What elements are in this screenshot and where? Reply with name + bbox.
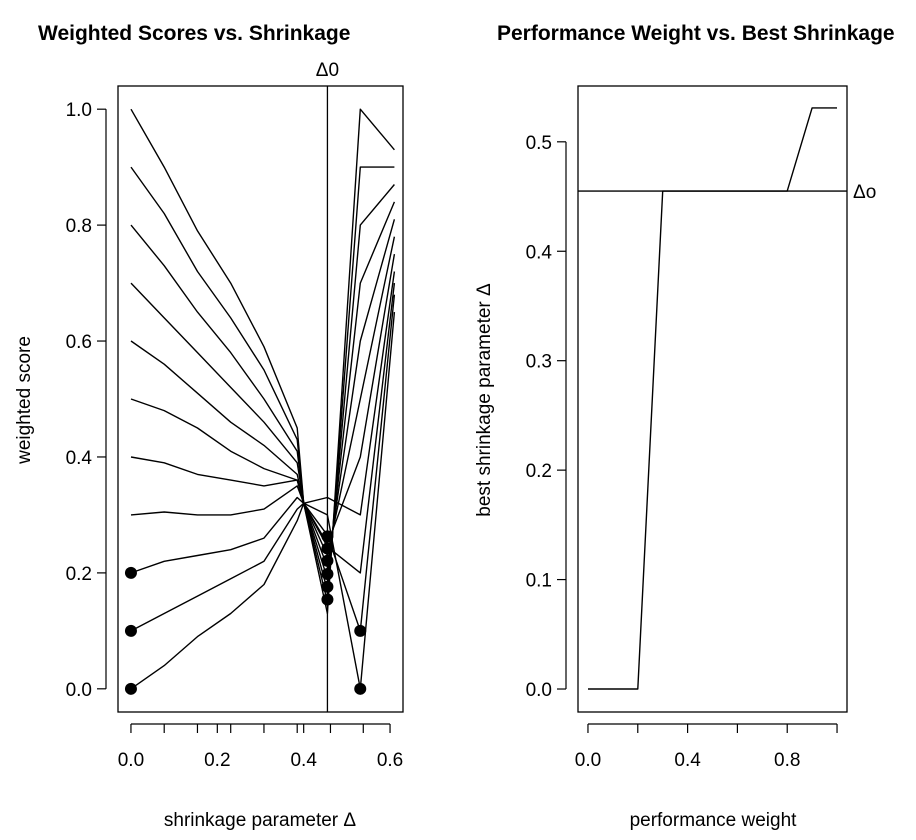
left-series-line — [130, 312, 396, 690]
left-chart-title: Weighted Scores vs. Shrinkage — [38, 22, 350, 45]
left-data-point — [321, 542, 334, 555]
left-y-tick-label: 1.0 — [66, 100, 92, 121]
right-y-tick-label: 0.3 — [526, 352, 552, 373]
left-x-tick-label: 0.4 — [290, 750, 317, 771]
right-hline-label: Δo — [853, 182, 876, 203]
left-panel: 0.0 0.2 0.4 0.6 0.0 0.2 0.4 0.6 0.8 1.0 shrinkag… — [14, 60, 404, 831]
left-data-point — [124, 566, 137, 579]
left-y-tick-label: 0.8 — [66, 216, 92, 237]
left-series-line — [130, 219, 396, 568]
right-y-axis: 0.0 0.1 0.2 0.3 0.4 0.5 — [526, 133, 567, 701]
left-y-tick-label: 0.4 — [66, 448, 93, 469]
left-data-point — [321, 580, 334, 593]
left-series-line — [130, 253, 396, 545]
right-x-axis-label: performance weight — [630, 810, 798, 831]
left-series-line — [130, 201, 396, 580]
right-panel: 0.0 0.4 0.8 0.0 0.1 0.2 0.3 0.4 0.5 performance… — [474, 85, 876, 831]
left-plot-frame — [117, 85, 404, 713]
right-y-tick-label: 0.0 — [526, 680, 552, 701]
right-y-tick-label: 0.5 — [526, 133, 552, 154]
right-x-tick-label: 0.8 — [774, 750, 800, 771]
left-series-line — [130, 184, 395, 591]
right-y-tick-label: 0.4 — [526, 242, 553, 263]
right-marks — [578, 107, 847, 690]
left-data-point — [321, 530, 334, 543]
left-series-line — [130, 108, 395, 615]
left-x-axis: 0.0 0.2 0.4 0.6 — [118, 723, 403, 771]
left-x-axis-label: shrinkage parameter Δ — [164, 810, 357, 831]
left-data-point — [354, 624, 367, 637]
left-data-point — [354, 682, 367, 695]
left-data-point — [321, 568, 334, 581]
left-data-point — [321, 554, 334, 567]
right-y-tick-label: 0.1 — [526, 571, 552, 592]
right-y-tick-label: 0.2 — [526, 461, 552, 482]
left-series-line — [130, 166, 395, 603]
left-y-tick-label: 0.0 — [66, 680, 92, 701]
left-series-line — [130, 271, 396, 516]
right-chart-title: Performance Weight vs. Best Shrinkage — [497, 22, 895, 45]
left-x-tick-label: 0.6 — [377, 750, 403, 771]
left-series-line — [130, 236, 396, 557]
left-y-tick-label: 0.2 — [66, 564, 92, 585]
left-vline-label: Δ0 — [316, 60, 339, 81]
right-y-axis-label: best shrinkage parameter Δ — [474, 283, 495, 517]
left-x-tick-label: 0.0 — [118, 750, 144, 771]
left-y-axis-label: weighted score — [14, 336, 35, 465]
left-series-line — [130, 294, 396, 632]
right-plot-frame — [577, 85, 848, 713]
left-x-tick-label: 0.2 — [204, 750, 230, 771]
left-y-axis: 0.0 0.2 0.4 0.6 0.8 1.0 — [66, 100, 107, 701]
left-data-point — [321, 593, 334, 606]
left-data-point — [124, 682, 137, 695]
right-series-line — [588, 107, 837, 690]
left-data-point — [124, 624, 137, 637]
left-series-line — [130, 283, 396, 574]
left-y-tick-label: 0.6 — [66, 332, 92, 353]
left-marks — [124, 86, 396, 712]
right-x-axis: 0.0 0.4 0.8 — [575, 723, 838, 771]
right-x-tick-label: 0.0 — [575, 750, 601, 771]
right-x-tick-label: 0.4 — [674, 750, 701, 771]
